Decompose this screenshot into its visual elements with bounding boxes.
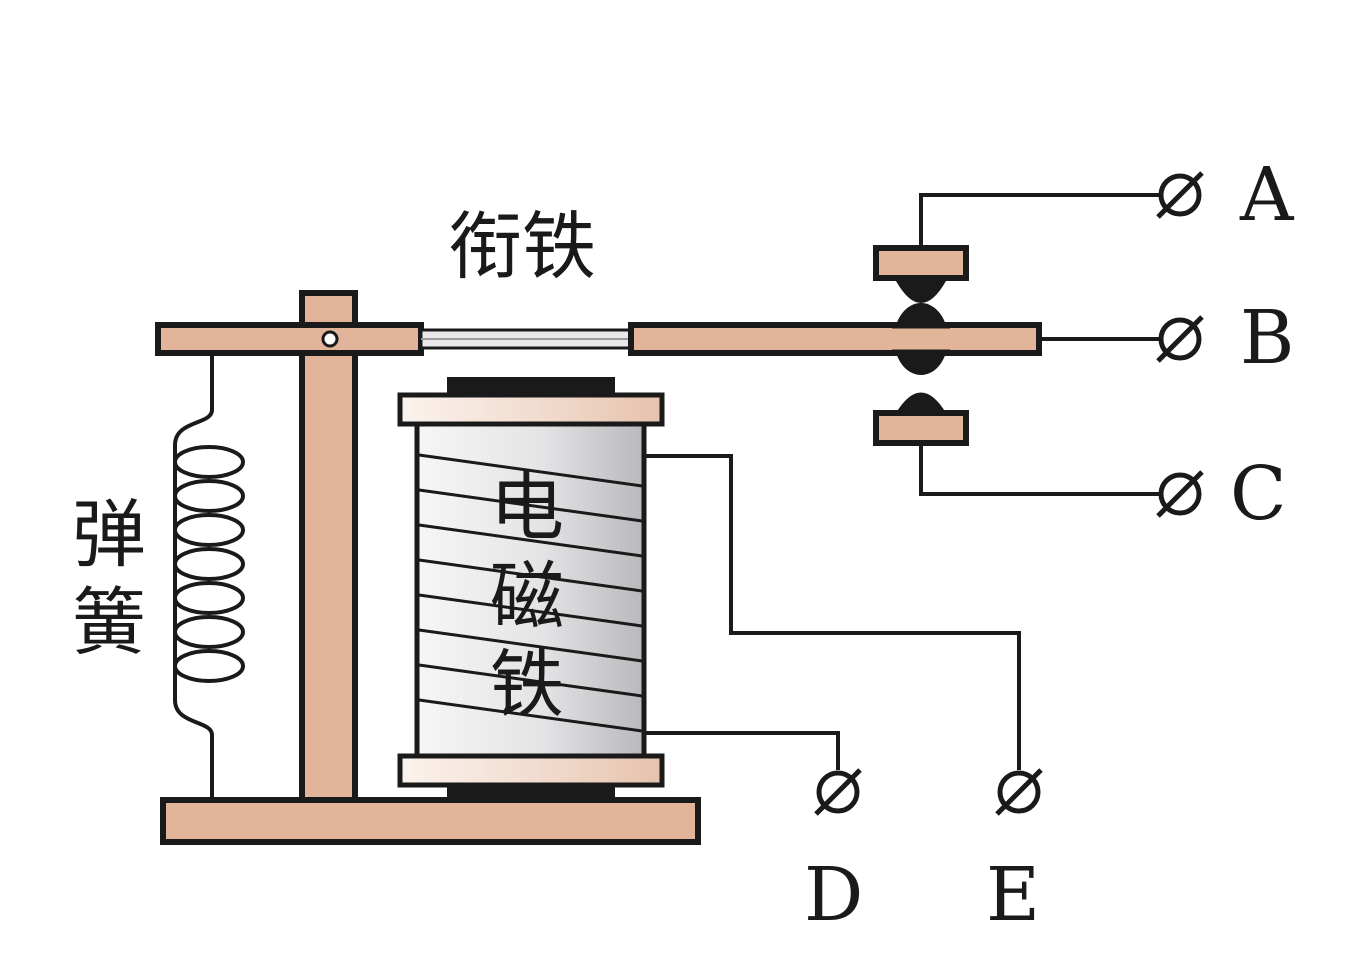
terminal-label-A: A [1239,152,1295,238]
electromagnet-label-char-3: 铁 [490,642,564,728]
lower-contact-plate [873,410,969,446]
terminal-label-D: D [804,852,863,938]
terminal-E [995,768,1043,816]
spring-label-char-1: 弹 [72,492,146,578]
top-flange [397,392,665,427]
terminal-A [1156,171,1204,219]
coil-windings [418,453,643,733]
wires [644,193,1162,770]
terminal-C [1156,470,1204,518]
electromagnet-label-char-2: 磁 [490,554,564,640]
spring [173,355,245,800]
terminal-label-E: E [986,852,1040,938]
terminal-label-C: C [1230,451,1287,537]
terminal-label-B: B [1240,295,1294,381]
terminal-B [1156,315,1204,363]
coil-body [414,421,647,759]
armature-label: 衔铁 [448,204,596,290]
relay-contacts [873,245,969,446]
bottom-flange [397,753,665,788]
spring-label-char-2: 簧 [72,580,146,666]
electromagnet [397,377,665,801]
lower-contact-point [896,392,946,413]
armature-lever-right [628,322,1042,356]
armature-lever-left [155,322,424,356]
support-post [299,290,358,803]
upper-contact-plate [873,245,969,281]
base-board [160,797,701,845]
electromagnet-label-char-1: 电 [490,465,564,551]
terminal-D [814,768,862,816]
pivot-pin [321,330,339,348]
upper-contact-point [896,281,946,303]
